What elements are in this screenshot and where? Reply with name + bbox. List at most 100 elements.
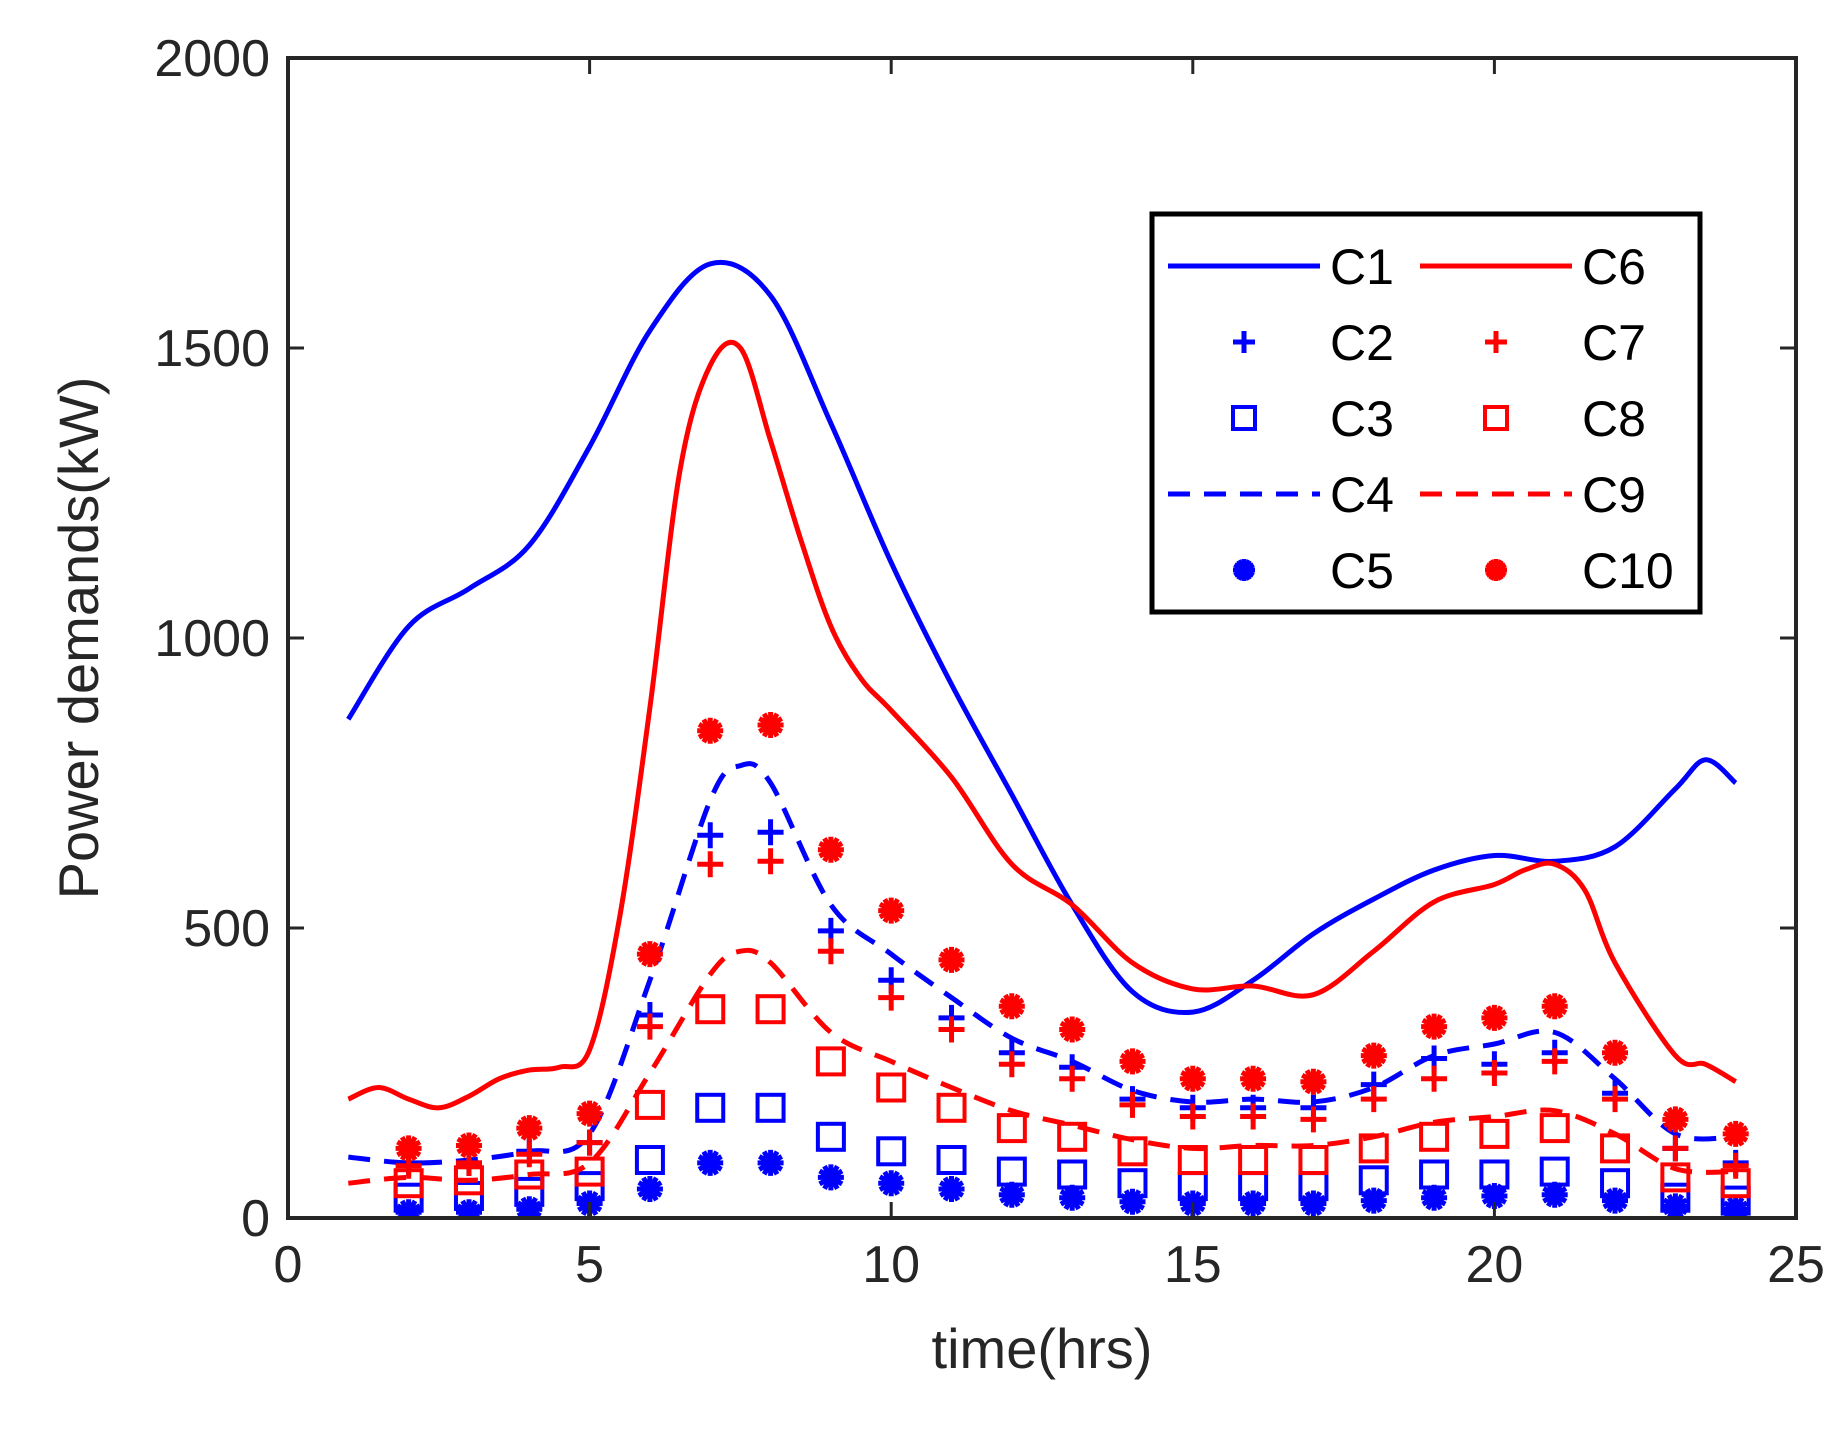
- y-tick-label-1000: 1000: [154, 610, 270, 668]
- y-tick-label-500: 500: [183, 900, 270, 958]
- y-tick-label-1500: 1500: [154, 320, 270, 378]
- data-point-c3-8: [755, 1092, 786, 1123]
- data-point-c10-3-core: [461, 1138, 477, 1153]
- series-c9: [348, 947, 1736, 1186]
- series-c7: [395, 848, 1749, 1179]
- data-point-c5-16-core: [1245, 1196, 1261, 1211]
- data-point-c8-20: [1479, 1118, 1510, 1149]
- data-point-c10-11-core: [944, 952, 959, 968]
- y-axis-title: Power demands(kW): [47, 377, 110, 900]
- data-point-c3-7: [695, 1092, 726, 1123]
- data-point-c8-9: [815, 1046, 846, 1077]
- data-point-c10-15-core: [1185, 1071, 1200, 1086]
- data-point-c10-9-core: [823, 842, 839, 857]
- data-point-c5-13-core: [1065, 1190, 1080, 1205]
- data-point-c10-6-core: [642, 946, 658, 962]
- data-point-c10-20-core: [1487, 1010, 1502, 1026]
- data-point-c8-7: [695, 994, 726, 1025]
- data-point-c7-21: [1541, 1048, 1568, 1075]
- data-point-c5-22-core: [1607, 1193, 1623, 1208]
- data-point-c7-16: [1240, 1103, 1267, 1130]
- data-point-c7-23: [1662, 1135, 1689, 1162]
- data-point-c5-8-core: [763, 1155, 778, 1171]
- data-point-c7-18: [1360, 1086, 1387, 1113]
- axes-layer: 0 5 10 15 20 25 0 500 1000 1500 2000: [154, 30, 1825, 1294]
- legend-marker-c3: [1231, 405, 1257, 431]
- legend-label-c5: C5: [1330, 543, 1394, 599]
- data-point-c10-24-core: [1728, 1126, 1743, 1142]
- data-point-c10-23-core: [1668, 1112, 1683, 1127]
- x-tick-label-20: 20: [1465, 1236, 1523, 1294]
- data-point-c7-5: [576, 1129, 603, 1156]
- legend-item-c4: C4: [1168, 467, 1394, 523]
- y-tick-label-0: 0: [241, 1190, 270, 1248]
- data-point-c7-15: [1179, 1103, 1206, 1130]
- data-point-c7-6: [636, 1013, 663, 1040]
- data-point-c10-17-core: [1306, 1074, 1321, 1089]
- legend-marker-c5-core: [1237, 563, 1251, 577]
- legend-item-c1: C1: [1168, 239, 1394, 295]
- legend-label-c2: C2: [1330, 315, 1394, 371]
- data-point-c10-22-core: [1607, 1045, 1623, 1060]
- data-point-c7-24: [1722, 1152, 1749, 1179]
- data-point-c7-7: [697, 851, 724, 878]
- legend-item-c8: C8: [1483, 391, 1646, 447]
- legend-item-c2: C2: [1233, 315, 1394, 371]
- x-axis-title: time(hrs): [932, 1317, 1153, 1380]
- data-point-c5-11-core: [944, 1181, 959, 1197]
- data-point-c10-4-core: [522, 1120, 537, 1136]
- data-point-c8-11: [936, 1092, 967, 1123]
- series-c5: [395, 1149, 1749, 1218]
- legend-label-c9: C9: [1582, 467, 1646, 523]
- data-point-c10-14-core: [1125, 1054, 1140, 1069]
- data-point-c3-11: [936, 1145, 967, 1175]
- data-point-c5-20-core: [1487, 1188, 1502, 1204]
- x-tick-label-10: 10: [862, 1236, 920, 1294]
- data-point-c10-12-core: [1004, 999, 1019, 1014]
- series-line-c6: [347, 340, 1737, 1111]
- data-point-c5-10-core: [884, 1176, 899, 1191]
- data-point-c5-17-core: [1306, 1196, 1321, 1211]
- data-point-c10-7-core: [703, 723, 718, 738]
- x-tick-label-5: 5: [575, 1236, 604, 1294]
- data-point-c7-19: [1421, 1065, 1448, 1092]
- legend-label-c4: C4: [1330, 467, 1394, 523]
- legend-item-c9: C9: [1420, 467, 1646, 523]
- data-point-c10-5-core: [582, 1106, 597, 1121]
- legend-label-c3: C3: [1330, 391, 1394, 447]
- legend-marker-c7: [1485, 331, 1507, 353]
- data-point-c5-2-core: [401, 1205, 416, 1218]
- legend-label-c6: C6: [1582, 239, 1646, 295]
- y-tick-label-2000: 2000: [154, 30, 270, 88]
- data-point-c7-9: [817, 938, 844, 965]
- data-point-c3-9: [815, 1121, 846, 1152]
- data-point-c2-7: [697, 822, 724, 849]
- series-layer: [346, 260, 1751, 1218]
- series-c6: [347, 340, 1737, 1111]
- data-point-c2-8: [757, 819, 784, 846]
- legend-marker-c10-core: [1489, 563, 1503, 577]
- series-c1: [346, 260, 1738, 1015]
- series-c10: [395, 712, 1749, 1162]
- data-point-c7-14: [1119, 1091, 1146, 1118]
- data-point-c8-24: [1720, 1168, 1751, 1199]
- data-point-c7-12: [998, 1051, 1025, 1078]
- legend-box: [1149, 211, 1703, 615]
- data-point-c8-16: [1238, 1145, 1269, 1175]
- data-point-c8-23: [1660, 1162, 1691, 1193]
- data-point-c5-7-core: [703, 1155, 718, 1171]
- data-point-c5-18-core: [1366, 1193, 1381, 1208]
- legend-marker-c2: [1233, 331, 1255, 353]
- x-tick-label-25: 25: [1767, 1236, 1825, 1294]
- data-point-c7-17: [1300, 1106, 1327, 1133]
- data-point-c5-9-core: [823, 1170, 839, 1185]
- legend-item-c5: C5: [1233, 543, 1394, 599]
- data-point-c3-10: [876, 1136, 907, 1167]
- data-point-c7-11: [938, 1016, 965, 1043]
- legend-label-c10: C10: [1582, 543, 1674, 599]
- legend-item-c6: C6: [1420, 239, 1646, 295]
- data-point-c5-21-core: [1547, 1187, 1562, 1202]
- data-point-c8-6: [634, 1089, 665, 1120]
- data-point-c8-13: [1057, 1121, 1088, 1152]
